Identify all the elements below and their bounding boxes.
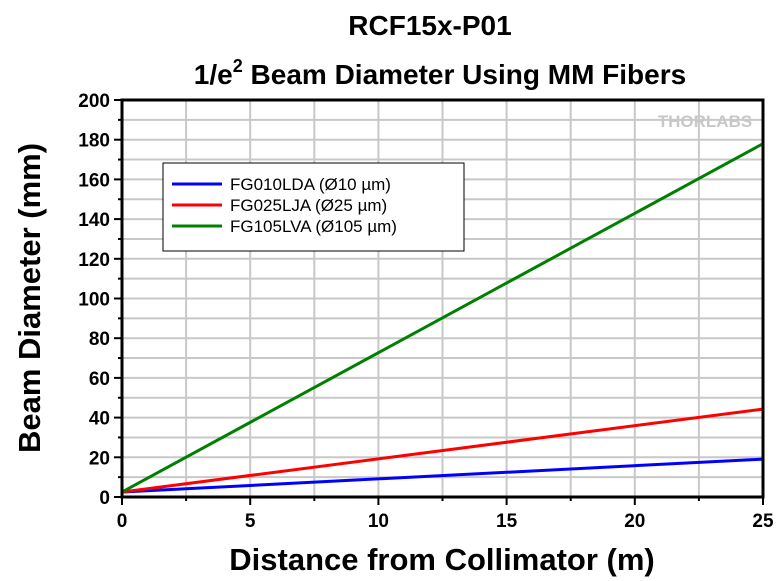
x-tick-label: 25 <box>752 511 774 532</box>
x-tick-label: 5 <box>245 511 256 532</box>
x-tick-label: 15 <box>496 511 518 532</box>
series-group <box>121 142 764 494</box>
x-axis-label: Distance from Collimator (m) <box>229 542 654 577</box>
y-tick-label: 40 <box>89 409 110 430</box>
series-line-1 <box>121 407 764 494</box>
subtitle-suffix: Beam Diameter Using MM Fibers <box>243 59 686 90</box>
y-tick-label: 20 <box>89 448 110 469</box>
x-tick-label: 0 <box>117 511 128 532</box>
y-tick-label: 60 <box>89 369 110 390</box>
y-tick-label: 100 <box>78 290 110 311</box>
y-tick-label: 120 <box>78 250 110 271</box>
legend-label-1: FG025LJA (Ø25 µm) <box>230 196 387 215</box>
y-tick-label: 0 <box>99 488 110 509</box>
series-line-0 <box>121 457 764 494</box>
y-tick-label: 140 <box>78 210 110 231</box>
y-tick-label: 200 <box>78 91 110 112</box>
series-line-2 <box>121 142 764 494</box>
y-tick-label: 80 <box>89 329 110 350</box>
chart-subtitle: 1/e2 Beam Diameter Using MM Fibers <box>194 56 686 90</box>
grid <box>121 99 764 498</box>
chart-title: RCF15x-P01 <box>348 10 511 41</box>
y-tick-label: 180 <box>78 131 110 152</box>
legend-label-2: FG105LVA (Ø105 µm) <box>230 217 397 236</box>
x-tick-label: 10 <box>368 511 389 532</box>
watermark-logo: THORLABS <box>658 112 752 131</box>
legend-label-0: FG010LDA (Ø10 µm) <box>230 175 391 194</box>
legend-box <box>162 162 465 252</box>
ticks: 0 20 40 60 80 100 120 140 160 180 200 0 5 10 15 20 25 <box>78 91 774 532</box>
y-tick-label: 160 <box>78 170 110 191</box>
x-tick-label: 20 <box>624 511 645 532</box>
y-axis-label: Beam Diameter (mm) <box>12 143 47 453</box>
subtitle-prefix: 1/e <box>194 59 233 90</box>
legend: FG010LDA (Ø10 µm) FG025LJA (Ø25 µm) FG105L… <box>162 162 465 252</box>
subtitle-sup: 2 <box>233 56 243 76</box>
